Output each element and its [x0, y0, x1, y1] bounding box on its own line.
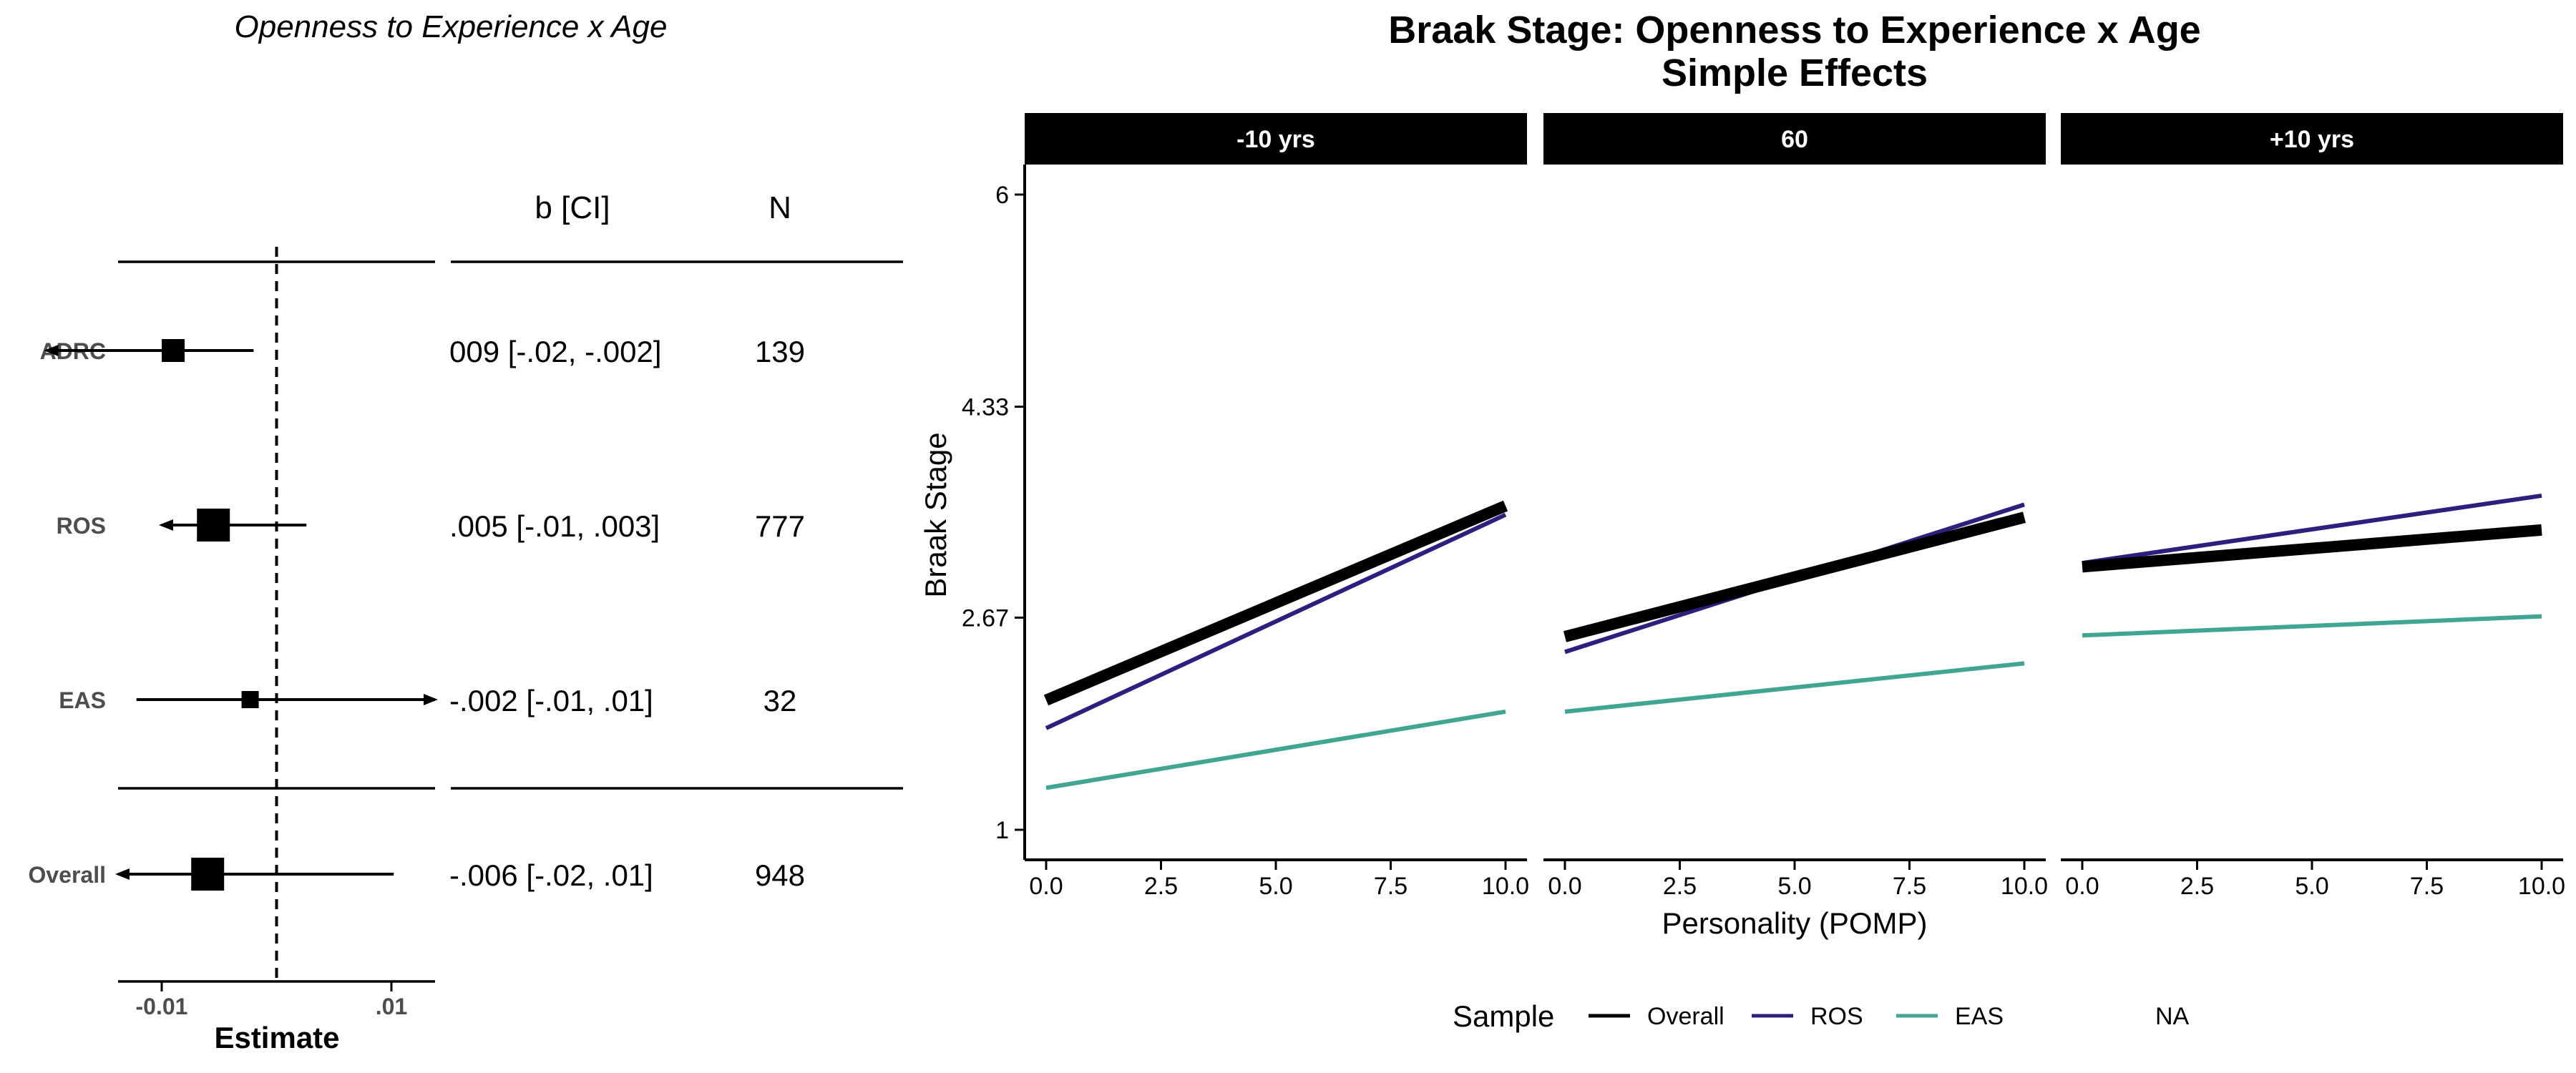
point-estimate	[162, 339, 185, 362]
facet-panel: +10 yrs 0.0 2.5 5.0 7.5 10.0	[2061, 113, 2565, 900]
sample-size: 32	[763, 684, 797, 717]
estimate-text: -.006 [-.02, .01]	[449, 858, 653, 892]
column-header-n: N	[769, 190, 791, 225]
x-tick-label: 5.0	[2295, 873, 2328, 900]
y-tick-label: 6	[995, 182, 1009, 209]
facet-strip	[1025, 113, 1527, 165]
forest-x-ticks: -0.01 .01	[136, 981, 407, 1019]
point-estimate	[191, 858, 225, 891]
x-tick-label: 7.5	[2410, 873, 2444, 900]
facet-strip	[2061, 113, 2563, 165]
forest-row-label: ROS	[57, 513, 106, 539]
x-tick-label: 0.0	[2065, 873, 2099, 900]
facet-strip-label: 60	[1781, 126, 1808, 153]
forest-x-tick-label: -0.01	[136, 994, 188, 1019]
series-line-eas	[1045, 709, 1506, 790]
series-line-overall	[1563, 511, 2026, 642]
forest-x-tick-label: .01	[376, 994, 407, 1019]
sample-size: 948	[755, 858, 805, 892]
legend-label: Overall	[1647, 1003, 1724, 1030]
series-line-ros	[1045, 512, 1507, 730]
forest-row-label: EAS	[59, 687, 106, 713]
facet-strip	[1543, 113, 2046, 165]
y-axis: 1 2.67 4.33 6	[962, 182, 1025, 844]
x-tick-label: 10.0	[2001, 873, 2048, 900]
x-tick-label: 0.0	[1548, 873, 1581, 900]
column-header-estimate: b [CI]	[535, 190, 610, 225]
series-line-eas	[1564, 661, 2025, 714]
point-estimate	[197, 509, 230, 542]
facet-strip-label: -10 yrs	[1236, 126, 1315, 153]
facet-panel: 60 0.0 2.5 5.0 7.5 10.0	[1543, 113, 2048, 900]
forest-row: ADRC 009 [-.02, -.002] 139	[40, 335, 805, 368]
x-tick-label: 10.0	[2518, 873, 2565, 900]
forest-plot: Openness to Experience x Age b [CI] N -0…	[28, 9, 903, 1054]
forest-x-label: Estimate	[214, 1021, 339, 1054]
x-tick-label: 7.5	[1893, 873, 1926, 900]
chart-subtitle: Simple Effects	[1662, 52, 1928, 94]
legend-item: EAS	[1896, 1003, 2004, 1030]
x-tick-label: 2.5	[1663, 873, 1697, 900]
ci-arrow-right-icon	[424, 694, 438, 705]
legend-label: NA	[2155, 1003, 2190, 1030]
legend-title: Sample	[1453, 999, 1554, 1033]
x-tick-label: 7.5	[1374, 873, 1407, 900]
legend: Sample Overall ROS EAS NA	[1453, 999, 2190, 1033]
chart-title: Braak Stage: Openness to Experience x Ag…	[1388, 9, 2200, 52]
facet-strip-label: +10 yrs	[2270, 126, 2354, 153]
line-chart: Braak Stage: Openness to Experience x Ag…	[919, 9, 2565, 1033]
y-tick-label: 4.33	[962, 394, 1009, 421]
ci-arrow-left-icon	[115, 868, 130, 880]
point-estimate	[241, 691, 259, 708]
forest-row-label: Overall	[28, 862, 106, 888]
y-tick-label: 1	[995, 817, 1009, 844]
forest-row: EAS -.002 [-.01, .01] 32	[59, 684, 796, 717]
legend-items: Overall ROS EAS NA	[1589, 1003, 2190, 1030]
legend-item: ROS	[1752, 1003, 1863, 1030]
x-tick-label: 0.0	[1029, 873, 1063, 900]
legend-label: ROS	[1810, 1003, 1863, 1030]
forest-row: Overall -.006 [-.02, .01] 948	[28, 858, 805, 892]
facet-panels: -10 yrs 0.0 2.5 5.0 7.5 10.0 60 0.0 2.5 5.0 7.5 10.…	[1023, 113, 2565, 900]
ci-arrow-left-icon	[158, 519, 173, 531]
estimate-text: 009 [-.02, -.002]	[449, 335, 662, 368]
series-line-overall	[2082, 524, 2542, 573]
y-axis-label: Braak Stage	[919, 432, 952, 597]
legend-label: EAS	[1955, 1003, 2004, 1030]
y-tick-label: 2.67	[962, 604, 1009, 632]
x-tick-label: 10.0	[1482, 873, 1529, 900]
series-line-eas	[2082, 614, 2542, 638]
x-tick-label: 5.0	[1259, 873, 1292, 900]
series-line-ros	[2082, 493, 2542, 566]
legend-item: NA	[2155, 1003, 2190, 1030]
forest-title: Openness to Experience x Age	[235, 9, 668, 44]
legend-item: Overall	[1589, 1003, 1724, 1030]
ci-arrow-left-icon	[44, 345, 59, 356]
sample-size: 777	[755, 509, 805, 543]
x-tick-label: 2.5	[2180, 873, 2214, 900]
estimate-text: -.002 [-.01, .01]	[449, 684, 653, 717]
forest-row: ROS .005 [-.01, .003] 777	[57, 509, 805, 543]
x-tick-label: 5.0	[1777, 873, 1811, 900]
estimate-text: .005 [-.01, .003]	[449, 509, 660, 543]
sample-size: 139	[755, 335, 805, 368]
series-line-overall	[1043, 500, 1508, 706]
facet-panel: -10 yrs 0.0 2.5 5.0 7.5 10.0	[1023, 113, 1529, 900]
x-tick-label: 2.5	[1144, 873, 1178, 900]
x-axis-label: Personality (POMP)	[1662, 906, 1927, 940]
